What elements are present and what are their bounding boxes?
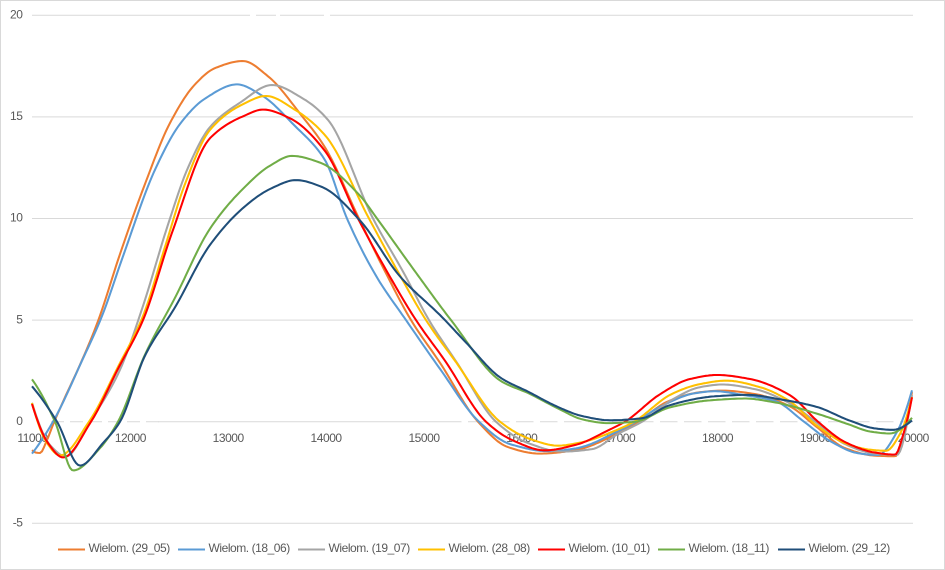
- svg-text:15000: 15000: [408, 431, 440, 445]
- svg-text:15: 15: [10, 109, 23, 123]
- svg-text:5: 5: [16, 312, 23, 326]
- svg-text:18000: 18000: [702, 431, 734, 445]
- svg-text:10: 10: [10, 211, 23, 225]
- svg-text:19000: 19000: [800, 431, 832, 445]
- svg-text:0: 0: [16, 414, 23, 428]
- svg-text:Wielom. (18_06): Wielom. (18_06): [209, 541, 291, 555]
- svg-text:12000: 12000: [115, 431, 147, 445]
- svg-text:13000: 13000: [213, 431, 245, 445]
- svg-text:20: 20: [10, 8, 23, 22]
- svg-text:-5: -5: [13, 516, 24, 530]
- svg-text:Wielom. (29_12): Wielom. (29_12): [809, 541, 891, 555]
- svg-text:Wielom. (10_01): Wielom. (10_01): [569, 541, 651, 555]
- svg-text:Wielom. (19_07): Wielom. (19_07): [329, 541, 411, 555]
- svg-text:14000: 14000: [311, 431, 343, 445]
- svg-text:Wielom. (29_05): Wielom. (29_05): [89, 541, 171, 555]
- svg-text:Wielom. (28_08): Wielom. (28_08): [449, 541, 531, 555]
- svg-text:Wielom. (18_11): Wielom. (18_11): [689, 541, 770, 555]
